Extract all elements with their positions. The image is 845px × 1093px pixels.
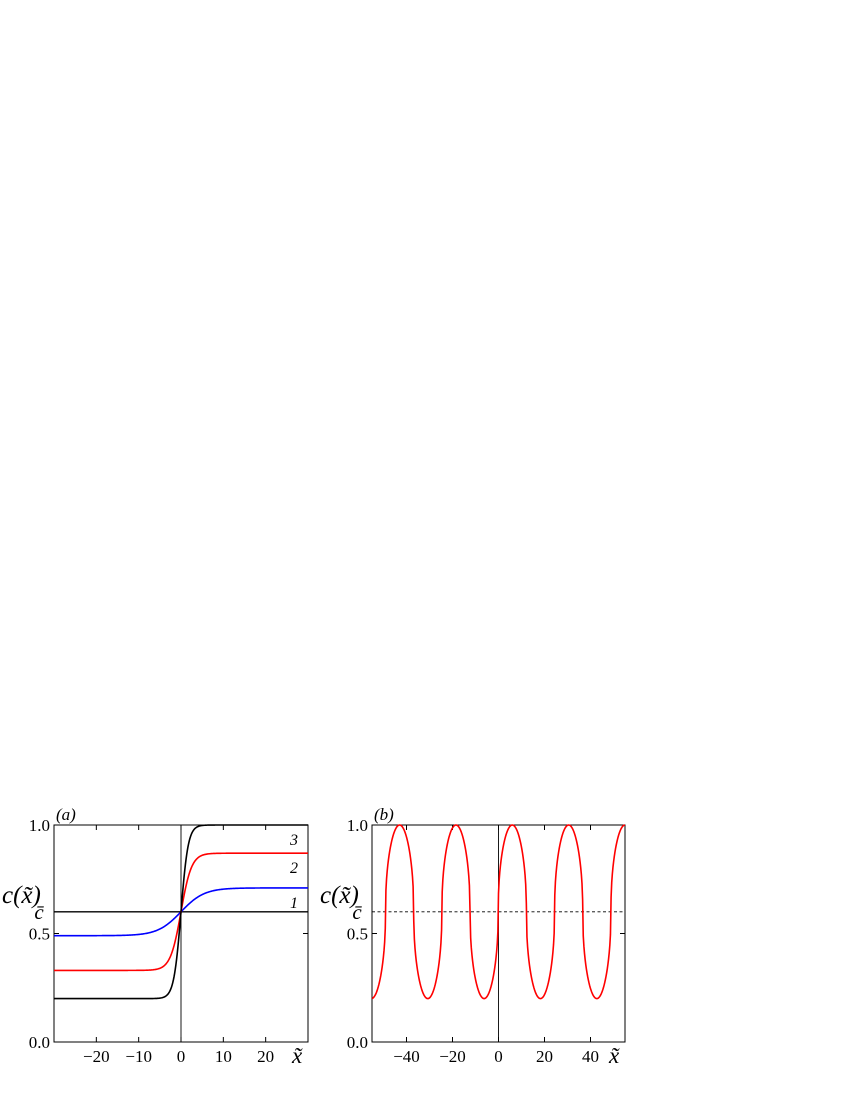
x-tick-label: 40 bbox=[582, 1047, 599, 1066]
y-tick-label: 0.0 bbox=[347, 1033, 368, 1052]
x-tick-label: 10 bbox=[215, 1047, 232, 1066]
x-tick-label: −10 bbox=[125, 1047, 152, 1066]
x-tick-label: −20 bbox=[83, 1047, 110, 1066]
cbar-label: c̄ bbox=[352, 900, 362, 924]
x-tick-label: 0 bbox=[177, 1047, 186, 1066]
x-tick-label: 0 bbox=[494, 1047, 503, 1066]
series-line bbox=[371, 824, 626, 1000]
panel-label: (b) bbox=[374, 805, 394, 824]
y-axis-label: c(x̃) bbox=[320, 882, 359, 909]
x-tick-label: −40 bbox=[393, 1047, 420, 1066]
y-axis-label: c(x̃) bbox=[2, 882, 41, 909]
y-tick-label: 1.0 bbox=[29, 816, 50, 835]
y-tick-label: 0.5 bbox=[347, 925, 368, 944]
x-tick-label: 20 bbox=[257, 1047, 274, 1066]
curve-label: 2 bbox=[290, 860, 298, 877]
x-tick-label: −20 bbox=[439, 1047, 466, 1066]
x-tick-label: 20 bbox=[536, 1047, 553, 1066]
chart-b: −40 −20 0 20 40 0.0 0.5 1.0 c̄c(x̃) x̃ (b) bbox=[320, 805, 626, 1068]
y-tick-label: 0.0 bbox=[29, 1033, 50, 1052]
curve-label: 3 bbox=[289, 832, 298, 849]
cbar-label: c̄ bbox=[34, 900, 44, 924]
curve-label: 1 bbox=[290, 895, 298, 912]
x-axis-label: x̃ bbox=[291, 1043, 304, 1068]
panel-label: (a) bbox=[56, 805, 76, 824]
y-tick-label: 0.5 bbox=[29, 925, 50, 944]
x-axis-label: x̃ bbox=[608, 1043, 621, 1068]
chart-a: −20 −10 0 10 20 0.0 0.5 1.0 c̄c(x̃) x̃ (a) 1 2 3 bbox=[2, 805, 309, 1068]
series-line bbox=[54, 824, 308, 1000]
y-tick-label: 1.0 bbox=[347, 816, 368, 835]
